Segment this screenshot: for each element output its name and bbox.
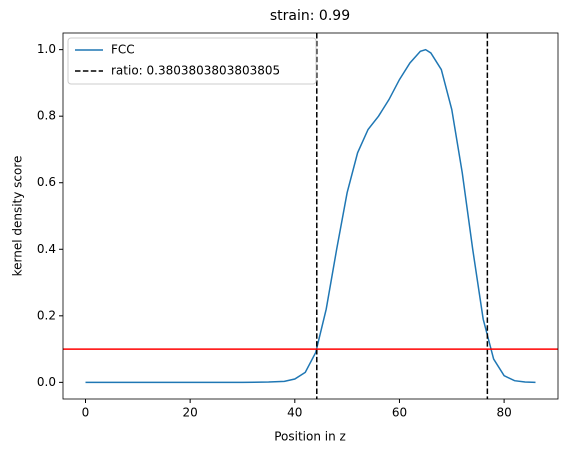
legend-label: FCC [111, 43, 135, 57]
x-tick-label: 20 [183, 406, 198, 420]
chart-title: strain: 0.99 [270, 8, 350, 24]
y-tick-label: 0.8 [37, 109, 56, 123]
y-tick-label: 0.6 [37, 175, 56, 189]
x-axis-label: Position in z [274, 430, 346, 444]
x-tick-label: 40 [287, 406, 302, 420]
y-tick-label: 0.2 [37, 308, 56, 322]
y-axis-label: kernel density score [11, 156, 25, 277]
y-tick-label: 0.0 [37, 375, 56, 389]
x-tick-label: 0 [82, 406, 90, 420]
plot-frame [62, 32, 559, 400]
data-line [85, 48, 536, 384]
x-tick-label: 60 [392, 406, 407, 420]
legend-box [67, 37, 317, 85]
legend-label: ratio: 0.3803803803803805 [111, 64, 280, 78]
x-tick-label: 80 [496, 406, 511, 420]
y-tick-label: 0.4 [37, 242, 56, 256]
y-tick-label: 1.0 [37, 42, 56, 56]
